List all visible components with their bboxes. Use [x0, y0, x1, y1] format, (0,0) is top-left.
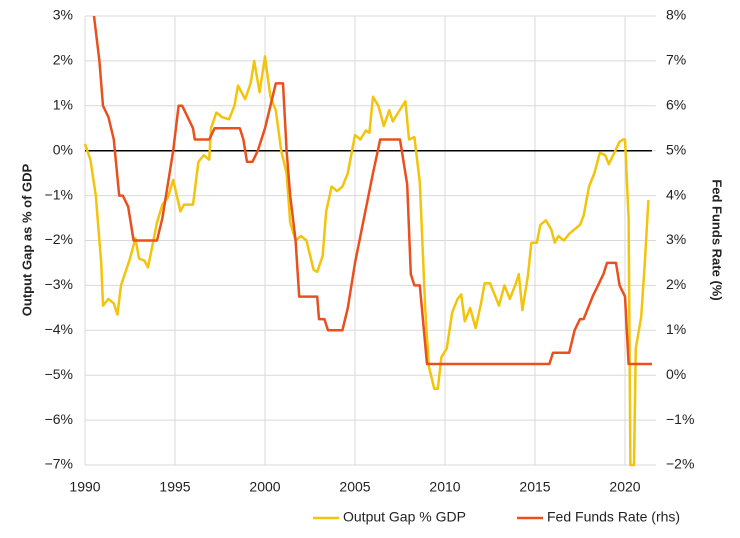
y2-tick-label: 7%: [666, 52, 686, 68]
y2-tick-label: 4%: [666, 186, 686, 202]
y-tick-label: −6%: [45, 411, 73, 427]
x-tick-label: 2020: [609, 479, 640, 495]
series-line: [83, 55, 650, 467]
y-tick-label: 2%: [53, 52, 73, 68]
y-tick-label: −7%: [45, 456, 73, 472]
y2-tick-label: 8%: [666, 7, 686, 23]
y-tick-label: 3%: [53, 7, 73, 23]
y2-tick-label: 3%: [666, 231, 686, 247]
y-axis-title: Output Gap as % of GDP: [19, 163, 34, 316]
y-tick-label: −2%: [45, 231, 73, 247]
y-tick-label: −5%: [45, 366, 73, 382]
y2-tick-label: −2%: [666, 456, 694, 472]
y2-tick-label: 1%: [666, 321, 686, 337]
y-tick-label: −4%: [45, 321, 73, 337]
y-tick-label: −3%: [45, 276, 73, 292]
x-tick-label: 2015: [519, 479, 550, 495]
y2-tick-label: 2%: [666, 276, 686, 292]
legend-label: Output Gap % GDP: [343, 509, 466, 525]
y-tick-label: −1%: [45, 186, 73, 202]
y-tick-label: 0%: [53, 141, 73, 157]
legend-label: Fed Funds Rate (rhs): [547, 509, 680, 525]
x-tick-label: 1995: [159, 479, 190, 495]
y-tick-label: 1%: [53, 97, 73, 113]
x-tick-label: 2000: [249, 479, 280, 495]
y2-tick-label: 5%: [666, 141, 686, 157]
x-tick-label: 2010: [429, 479, 460, 495]
y2-axis-title: Fed Funds Rate (%): [710, 179, 725, 300]
y2-tick-label: 0%: [666, 366, 686, 382]
x-tick-label: 1990: [69, 479, 100, 495]
y2-tick-label: −1%: [666, 411, 694, 427]
x-tick-label: 2005: [339, 479, 370, 495]
series-line: [92, 15, 652, 366]
y2-tick-label: 6%: [666, 97, 686, 113]
